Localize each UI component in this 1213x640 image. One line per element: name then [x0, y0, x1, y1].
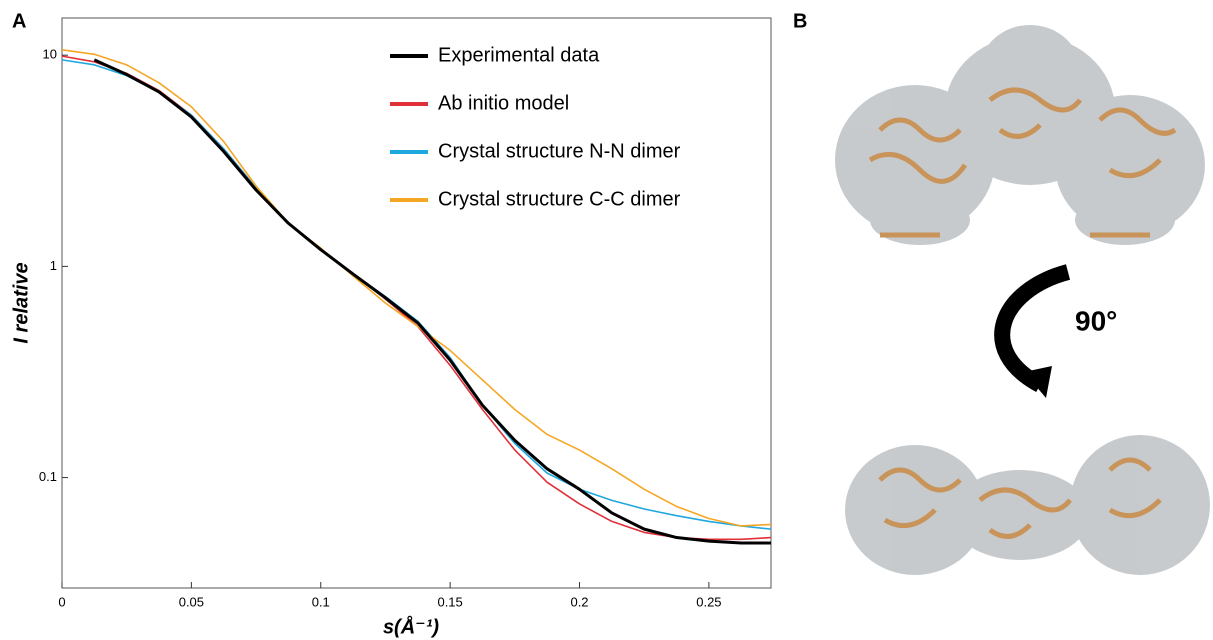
data-line	[93, 58, 771, 545]
rotation-label: 90°	[1075, 305, 1117, 336]
y-tick-label: 1	[50, 258, 57, 273]
x-tick-label: 0.05	[179, 594, 204, 609]
ribbon-bottom	[878, 457, 1162, 539]
x-tick-label: 0.2	[570, 594, 588, 609]
x-axis-label: s(Å⁻¹)	[383, 614, 439, 638]
plot-area	[61, 17, 772, 589]
rotation-arrow	[994, 264, 1071, 393]
envelope-bottom	[845, 435, 1210, 575]
legend-label: Experimental data	[438, 44, 600, 66]
y-tick-label: 0.1	[39, 469, 57, 484]
data-line	[61, 49, 772, 527]
y-tick-label: 10	[43, 47, 57, 62]
x-tick-label: 0	[58, 594, 65, 609]
legend-label: Crystal structure C-C dimer	[438, 188, 681, 210]
ribbon-top	[868, 87, 1177, 238]
panel-label: A	[12, 10, 26, 32]
legend-label: Crystal structure N-N dimer	[438, 140, 681, 162]
data-line	[61, 59, 772, 530]
plot-frame	[61, 17, 772, 589]
y-axis-label: I relative	[10, 262, 32, 343]
panel-label: B	[793, 10, 807, 32]
x-tick-label: 0.1	[312, 594, 330, 609]
x-tick-label: 0.15	[437, 594, 462, 609]
legend-label: Ab initio model	[438, 92, 569, 114]
x-tick-label: 0.25	[696, 594, 721, 609]
arrow-head	[1024, 366, 1052, 398]
data-line	[61, 55, 772, 541]
structure-views: 90°	[835, 25, 1210, 575]
